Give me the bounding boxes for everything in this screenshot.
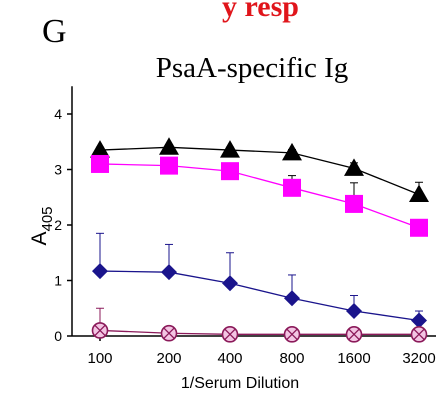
marker-circle-x-3-x2 bbox=[286, 328, 298, 341]
x-tick-label-100: 100 bbox=[87, 350, 112, 367]
x-tick-label-800: 800 bbox=[279, 350, 304, 367]
x-tick-label-200: 200 bbox=[156, 350, 181, 367]
marker-circle-x-5 bbox=[410, 326, 428, 343]
series-diamond bbox=[92, 232, 427, 329]
x-tick-label-400: 400 bbox=[217, 350, 242, 367]
y-axis-label-sub: 405 bbox=[39, 206, 56, 231]
marker-square-5 bbox=[410, 218, 428, 237]
marker-circle-x-0-x2 bbox=[94, 324, 106, 337]
series-line-diamond bbox=[99, 270, 420, 322]
series-line-triangle bbox=[99, 146, 420, 196]
series-line-circle-x bbox=[99, 329, 419, 335]
marker-square-1 bbox=[160, 156, 178, 175]
marker-square-4 bbox=[345, 194, 363, 213]
marker-circle-x-2 bbox=[221, 326, 239, 343]
y-tick-label-1: 1 bbox=[54, 273, 62, 289]
y-tick-label-4: 4 bbox=[54, 106, 62, 122]
marker-triangle-4 bbox=[344, 158, 364, 176]
marker-square-2 bbox=[221, 162, 239, 181]
marker-circle-x-2-x2 bbox=[224, 328, 236, 341]
marker-triangle-5 bbox=[409, 184, 429, 202]
marker-circle-x-0 bbox=[91, 322, 109, 339]
x-axis-label: 1/Serum Dilution bbox=[181, 375, 299, 392]
series-square bbox=[91, 154, 428, 237]
y-axis-label-main: A bbox=[28, 232, 51, 246]
y-tick-label-3: 3 bbox=[54, 162, 62, 178]
series-line-square bbox=[99, 163, 420, 229]
marker-circle-x-1 bbox=[160, 324, 178, 342]
svg-text:A405: A405 bbox=[28, 206, 56, 245]
series-group bbox=[90, 137, 429, 343]
x-tick-label-1600: 1600 bbox=[337, 350, 370, 367]
marker-triangle-3 bbox=[282, 142, 302, 161]
marker-square-0 bbox=[91, 154, 109, 173]
y-tick-label-0: 0 bbox=[54, 328, 62, 344]
top-cut-heading: y resp bbox=[222, 0, 299, 23]
marker-diamond-3 bbox=[284, 290, 300, 307]
marker-diamond-5 bbox=[411, 312, 427, 329]
marker-circle-x-3 bbox=[283, 326, 301, 343]
marker-circle-x-4-x2 bbox=[348, 328, 360, 341]
marker-circle-x-1-x2 bbox=[163, 327, 175, 339]
series-circle-x bbox=[91, 307, 428, 343]
marker-square-3 bbox=[283, 178, 301, 197]
panel-letter: G bbox=[42, 13, 67, 50]
chart-title: PsaA-specific Ig bbox=[156, 52, 348, 84]
marker-circle-x-5-x2 bbox=[413, 328, 425, 341]
marker-triangle-2 bbox=[220, 140, 240, 158]
marker-diamond-4 bbox=[346, 303, 362, 320]
y-tick-label-2: 2 bbox=[54, 217, 62, 233]
series-triangle bbox=[90, 137, 429, 202]
marker-triangle-0 bbox=[90, 140, 110, 158]
y-axis-label: A405 bbox=[28, 206, 56, 245]
marker-diamond-2 bbox=[222, 275, 238, 292]
marker-circle-x-4 bbox=[345, 326, 363, 343]
marker-diamond-1 bbox=[161, 264, 177, 281]
marker-triangle-1 bbox=[159, 137, 179, 155]
axes: 0 1 2 3 4 100 200 400 800 1600 3200 bbox=[54, 86, 436, 367]
marker-diamond-0 bbox=[92, 263, 108, 280]
x-tick-label-3200: 3200 bbox=[402, 350, 435, 367]
